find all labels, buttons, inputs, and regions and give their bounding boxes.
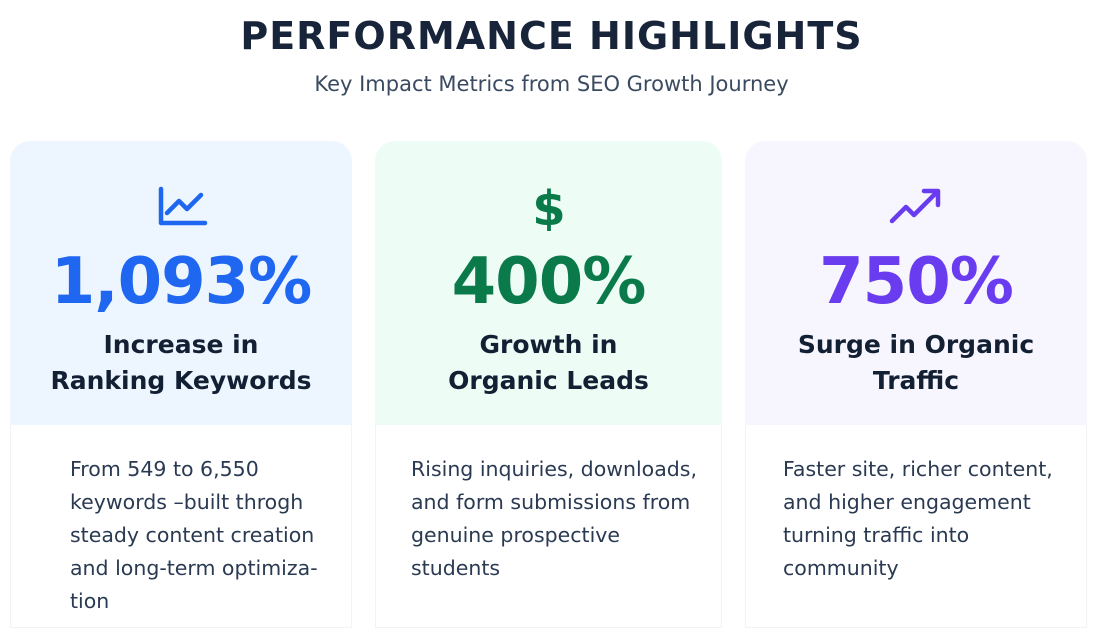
line-chart-icon (158, 186, 208, 226)
metric-value: 400% (451, 245, 647, 319)
card-header: 750% Surge in Organic Traffic (745, 141, 1087, 425)
page-title: PERFORMANCE HIGHLIGHTS (240, 14, 863, 58)
metric-description: Faster site, richer content, and higher … (783, 457, 1053, 580)
metric-label: Growth in Organic Leads (448, 330, 649, 395)
metric-description: Rising inquiries, downloads, and form su… (411, 457, 697, 580)
metric-label: Surge in Organic Traffic (797, 330, 1035, 395)
metric-card-keywords: 1,093% Increase in Ranking Keywords From… (10, 141, 352, 628)
card-header: 1,093% Increase in Ranking Keywords (10, 141, 352, 425)
card-body (10, 425, 352, 628)
metric-card-leads: $ 400% Growth in Organic Leads Rising in… (375, 141, 722, 628)
metric-card-traffic: 750% Surge in Organic Traffic Faster sit… (745, 141, 1087, 628)
card-body (745, 425, 1087, 628)
dollar-icon: $ (532, 181, 565, 231)
metric-label: Increase in Ranking Keywords (50, 330, 312, 395)
trending-up-icon (889, 188, 941, 224)
metric-value: 750% (819, 245, 1014, 319)
page-subtitle: Key Impact Metrics from SEO Growth Journ… (314, 72, 789, 96)
card-body (375, 425, 722, 628)
metric-description: From 549 to 6,550 keywords –built throgh… (70, 457, 318, 613)
card-header: $ 400% Growth in Organic Leads (375, 141, 722, 425)
svg-text:$: $ (532, 181, 565, 231)
metric-value: 1,093% (50, 245, 313, 319)
